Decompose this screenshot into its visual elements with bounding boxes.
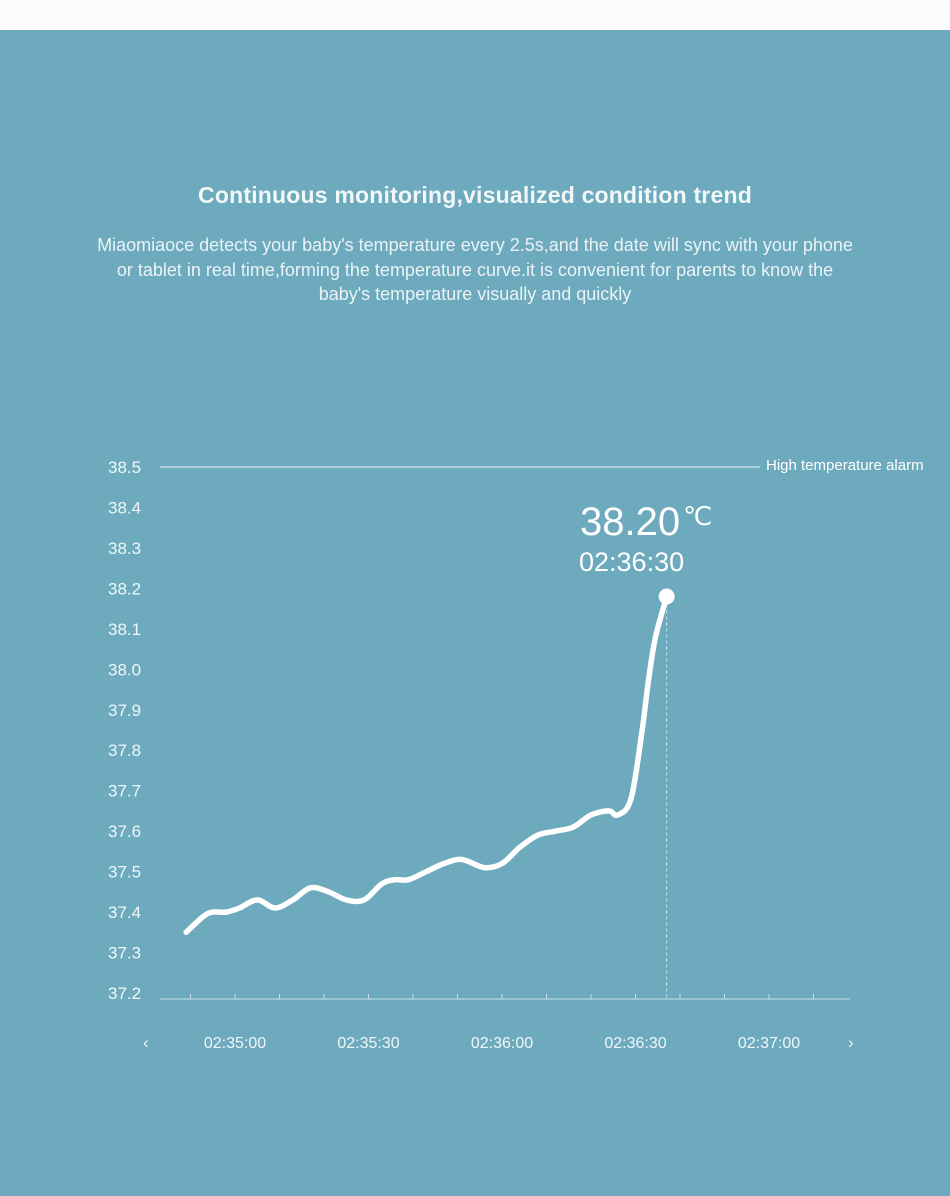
previous-arrow-icon[interactable]: ‹ [143,1033,149,1052]
y-tick-label: 37.9 [108,701,141,720]
highlight-time: 02:36:30 [579,547,684,577]
x-tick-label: 02:36:30 [604,1035,666,1052]
y-tick-label: 38.5 [108,458,141,477]
highlight-value: 38.20 ℃ [580,500,712,544]
temperature-curve [183,593,670,936]
highlight-point[interactable] [658,588,675,605]
y-tick-label: 37.6 [108,822,141,841]
x-tick-label: 02:35:30 [337,1035,399,1052]
headline: Continuous monitoring,visualized conditi… [198,182,752,208]
y-tick-label: 37.4 [108,903,141,922]
x-tick-label: 02:35:00 [204,1035,266,1052]
y-tick-label: 37.8 [108,741,141,760]
y-tick-label: 37.7 [108,782,141,801]
high-temperature-alarm-label: High temperature alarm [766,457,924,474]
y-tick-label: 38.1 [108,620,141,639]
background-panel [0,30,950,1196]
highlight-unit: ℃ [683,501,712,531]
y-tick-label: 37.5 [108,863,141,882]
y-axis-ticks: 38.5 38.4 38.3 38.2 38.1 38.0 37.9 37.8 37.7 37.6… [108,458,141,1003]
highlight-value-number: 38.20 [580,500,680,544]
y-tick-label: 38.2 [108,579,141,598]
x-axis-ticks: 02:35:00 02:35:30 02:36:00 02:36:30 02:37:00 [204,1035,800,1052]
x-tick-label: 02:36:00 [471,1035,533,1052]
y-tick-label: 38.3 [108,539,141,558]
y-tick-label: 38.0 [108,660,141,679]
x-tick-label: 02:37:00 [738,1035,800,1052]
y-tick-label: 38.4 [108,498,141,517]
description: Miaomiaoce detects your baby's temperatu… [97,235,853,304]
y-tick-label: 37.3 [108,944,141,963]
x-axis-minor-ticks [190,994,814,999]
next-arrow-icon[interactable]: › [848,1033,854,1052]
y-tick-label: 37.2 [108,984,141,1003]
